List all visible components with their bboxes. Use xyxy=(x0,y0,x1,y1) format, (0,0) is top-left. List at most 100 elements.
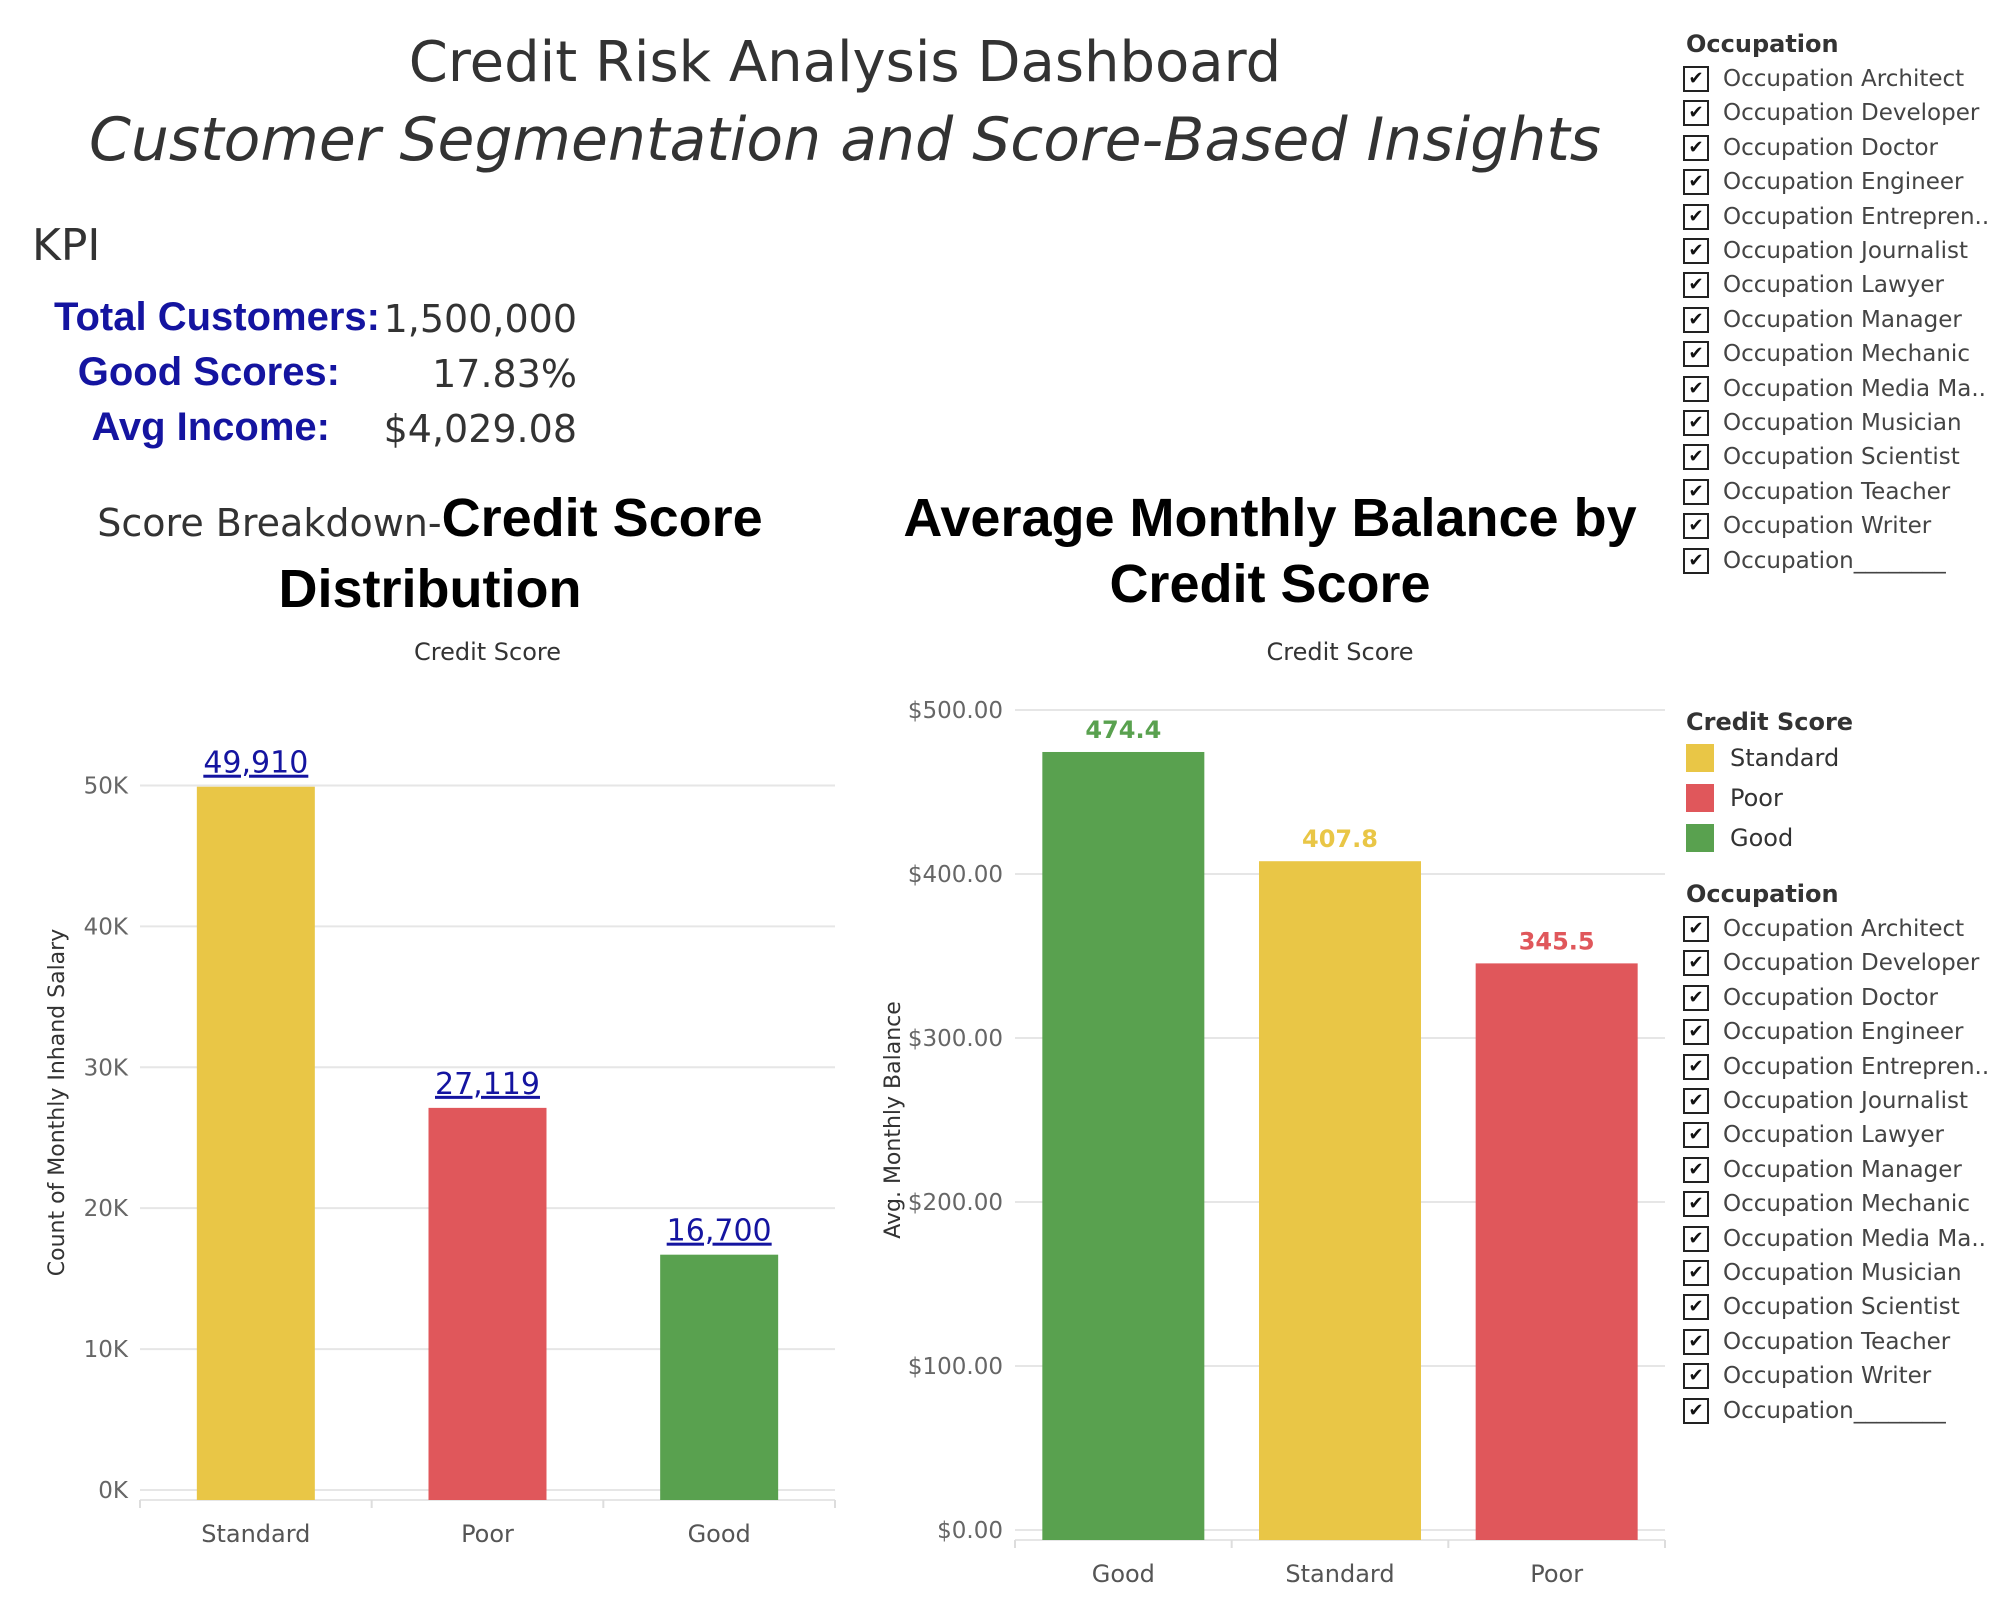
filter-option[interactable]: ✔ Occupation________ xyxy=(1683,544,1946,578)
legend-label: Poor xyxy=(1730,784,1783,812)
filter-option[interactable]: ✔ Occupation Architect xyxy=(1683,912,1964,946)
legend-item-poor[interactable]: Poor xyxy=(1686,780,1783,816)
legend-label: Standard xyxy=(1730,744,1840,772)
checkbox-checked-icon[interactable]: ✔ xyxy=(1683,513,1709,540)
checkbox-checked-icon[interactable]: ✔ xyxy=(1683,444,1709,471)
filter-option-label: Occupation Journalist xyxy=(1723,1088,1968,1114)
filter-option[interactable]: ✔ Occupation Musician xyxy=(1683,406,1962,440)
filter-option-label: Occupation Journalist xyxy=(1723,238,1968,264)
filter-option-label: Occupation Musician xyxy=(1723,410,1962,436)
legend-item-standard[interactable]: Standard xyxy=(1686,740,1839,776)
checkbox-checked-icon[interactable]: ✔ xyxy=(1683,1328,1709,1355)
filter-option[interactable]: ✔ Occupation Writer xyxy=(1683,509,1931,543)
filter-option[interactable]: ✔ Occupation Lawyer xyxy=(1683,268,1944,302)
chart2-x-tick-label: Standard xyxy=(1285,1560,1394,1588)
credit-score-distribution-chart: Credit Score 0K 10K 20K 30K 40K 50K Count of Mo… xyxy=(45,638,836,1548)
checkbox-checked-icon[interactable]: ✔ xyxy=(1683,238,1709,264)
checkbox-checked-icon[interactable]: ✔ xyxy=(1683,1397,1709,1424)
chart1-y-tick-label: 20K xyxy=(84,1196,129,1222)
filter-option[interactable]: ✔ Occupation Entrepren.. xyxy=(1683,1050,1989,1084)
checkbox-checked-icon[interactable]: ✔ xyxy=(1683,100,1709,127)
checkbox-checked-icon[interactable]: ✔ xyxy=(1683,1363,1709,1390)
filter-option-label: Occupation Writer xyxy=(1723,1363,1932,1390)
filter-option[interactable]: ✔ Occupation Media Ma.. xyxy=(1683,372,1986,406)
filter-option-label: Occupation Media Ma.. xyxy=(1723,375,1986,402)
filter-option[interactable]: ✔ Occupation Writer xyxy=(1683,1359,1931,1393)
chart2-y-axis-label: Avg. Monthly Balance xyxy=(881,1001,906,1239)
legend-item-good[interactable]: Good xyxy=(1686,820,1793,856)
filter-option[interactable]: ✔ Occupation Scientist xyxy=(1683,1290,1960,1324)
filter-option[interactable]: ✔ Occupation Engineer xyxy=(1683,165,1963,199)
chart1-data-label-good[interactable]: 16,700 xyxy=(667,1214,772,1249)
checkbox-checked-icon[interactable]: ✔ xyxy=(1683,134,1709,161)
filter-option[interactable]: ✔ Occupation Engineer xyxy=(1683,1015,1963,1049)
chart2-x-tick-label: Good xyxy=(1092,1560,1155,1588)
chart1-x-tick-label: Good xyxy=(688,1520,751,1548)
checkbox-checked-icon[interactable]: ✔ xyxy=(1683,1053,1709,1080)
checkbox-checked-icon[interactable]: ✔ xyxy=(1683,1260,1709,1286)
checkbox-checked-icon[interactable]: ✔ xyxy=(1683,1019,1709,1046)
checkbox-checked-icon[interactable]: ✔ xyxy=(1683,66,1709,92)
checkbox-checked-icon[interactable]: ✔ xyxy=(1683,984,1709,1011)
legend-title: Credit Score xyxy=(1686,708,1854,736)
checkbox-checked-icon[interactable]: ✔ xyxy=(1683,1191,1709,1218)
filter-option[interactable]: ✔ Occupation Doctor xyxy=(1683,131,1938,165)
checkbox-checked-icon[interactable]: ✔ xyxy=(1683,375,1709,402)
checkbox-checked-icon[interactable]: ✔ xyxy=(1683,272,1709,299)
filter-option-label: Occupation Developer xyxy=(1723,950,1980,977)
checkbox-checked-icon[interactable]: ✔ xyxy=(1683,306,1709,333)
chart2-column-header: Credit Score xyxy=(1266,638,1413,666)
filter-option[interactable]: ✔ Occupation Developer xyxy=(1683,946,1979,980)
kpi-avg-income-value: $4,029.08 xyxy=(383,407,577,451)
checkbox-checked-icon[interactable]: ✔ xyxy=(1683,169,1709,196)
filter-option[interactable]: ✔ Occupation Mechanic xyxy=(1683,337,1970,371)
chart1-data-label-poor[interactable]: 27,119 xyxy=(435,1067,540,1102)
dashboard-title: Credit Risk Analysis Dashboard xyxy=(408,30,1282,95)
filter-option-label: Occupation Architect xyxy=(1723,66,1965,92)
checkbox-checked-icon[interactable]: ✔ xyxy=(1683,1156,1709,1183)
filter-option[interactable]: ✔ Occupation Journalist xyxy=(1683,1084,1968,1118)
chart2-data-label-good: 474.4 xyxy=(1085,716,1161,744)
chart1-data-label-standard[interactable]: 49,910 xyxy=(203,746,308,781)
filter-option[interactable]: ✔ Occupation Scientist xyxy=(1683,440,1960,474)
filter-option[interactable]: ✔ Occupation Teacher xyxy=(1683,475,1950,509)
chart1-x-tick-label: Standard xyxy=(201,1520,310,1548)
checkbox-checked-icon[interactable]: ✔ xyxy=(1683,1088,1709,1114)
legend-swatch xyxy=(1686,824,1714,852)
checkbox-checked-icon[interactable]: ✔ xyxy=(1683,916,1709,942)
legend-label: Good xyxy=(1730,824,1794,852)
filter-option[interactable]: ✔ Occupation Journalist xyxy=(1683,234,1968,268)
checkbox-checked-icon[interactable]: ✔ xyxy=(1683,1225,1709,1252)
checkbox-checked-icon[interactable]: ✔ xyxy=(1683,203,1709,230)
filter-option-label: Occupation________ xyxy=(1723,547,1946,574)
filter-option[interactable]: ✔ Occupation Manager xyxy=(1683,1153,1962,1187)
filter-option[interactable]: ✔ Occupation Entrepren.. xyxy=(1683,200,1989,234)
checkbox-checked-icon[interactable]: ✔ xyxy=(1683,950,1709,977)
filter-option[interactable]: ✔ Occupation Doctor xyxy=(1683,981,1938,1015)
filter-option[interactable]: ✔ Occupation Media Ma.. xyxy=(1683,1222,1986,1256)
filter-option[interactable]: ✔ Occupation Developer xyxy=(1683,96,1979,130)
filter-option[interactable]: ✔ Occupation________ xyxy=(1683,1394,1946,1428)
filter-option-label: Occupation Manager xyxy=(1723,306,1962,333)
filter-option-label: Occupation Mechanic xyxy=(1723,341,1970,368)
filter-option-label: Occupation Lawyer xyxy=(1723,272,1944,299)
chart1-y-tick-label: 0K xyxy=(98,1478,129,1504)
checkbox-checked-icon[interactable]: ✔ xyxy=(1683,341,1709,368)
filter-option[interactable]: ✔ Occupation Architect xyxy=(1683,62,1964,96)
chart2-y-tick-label: $100.00 xyxy=(908,1354,1003,1380)
filter-option[interactable]: ✔ Occupation Mechanic xyxy=(1683,1187,1970,1221)
legend-swatch xyxy=(1686,744,1714,772)
filter-option[interactable]: ✔ Occupation Musician xyxy=(1683,1256,1962,1290)
filter-option[interactable]: ✔ Occupation Lawyer xyxy=(1683,1118,1944,1152)
filter-option[interactable]: ✔ Occupation Manager xyxy=(1683,303,1962,337)
filter-option-label: Occupation Teacher xyxy=(1723,478,1951,505)
checkbox-checked-icon[interactable]: ✔ xyxy=(1683,410,1709,436)
checkbox-checked-icon[interactable]: ✔ xyxy=(1683,1294,1709,1321)
checkbox-checked-icon[interactable]: ✔ xyxy=(1683,478,1709,505)
filter-option-label: Occupation________ xyxy=(1723,1397,1946,1424)
filter-option[interactable]: ✔ Occupation Teacher xyxy=(1683,1325,1950,1359)
checkbox-checked-icon[interactable]: ✔ xyxy=(1683,1122,1709,1149)
checkbox-checked-icon[interactable]: ✔ xyxy=(1683,547,1709,574)
occupation-filter-title-bottom: Occupation xyxy=(1686,880,1839,908)
chart2-x-tick-label: Poor xyxy=(1530,1560,1583,1588)
